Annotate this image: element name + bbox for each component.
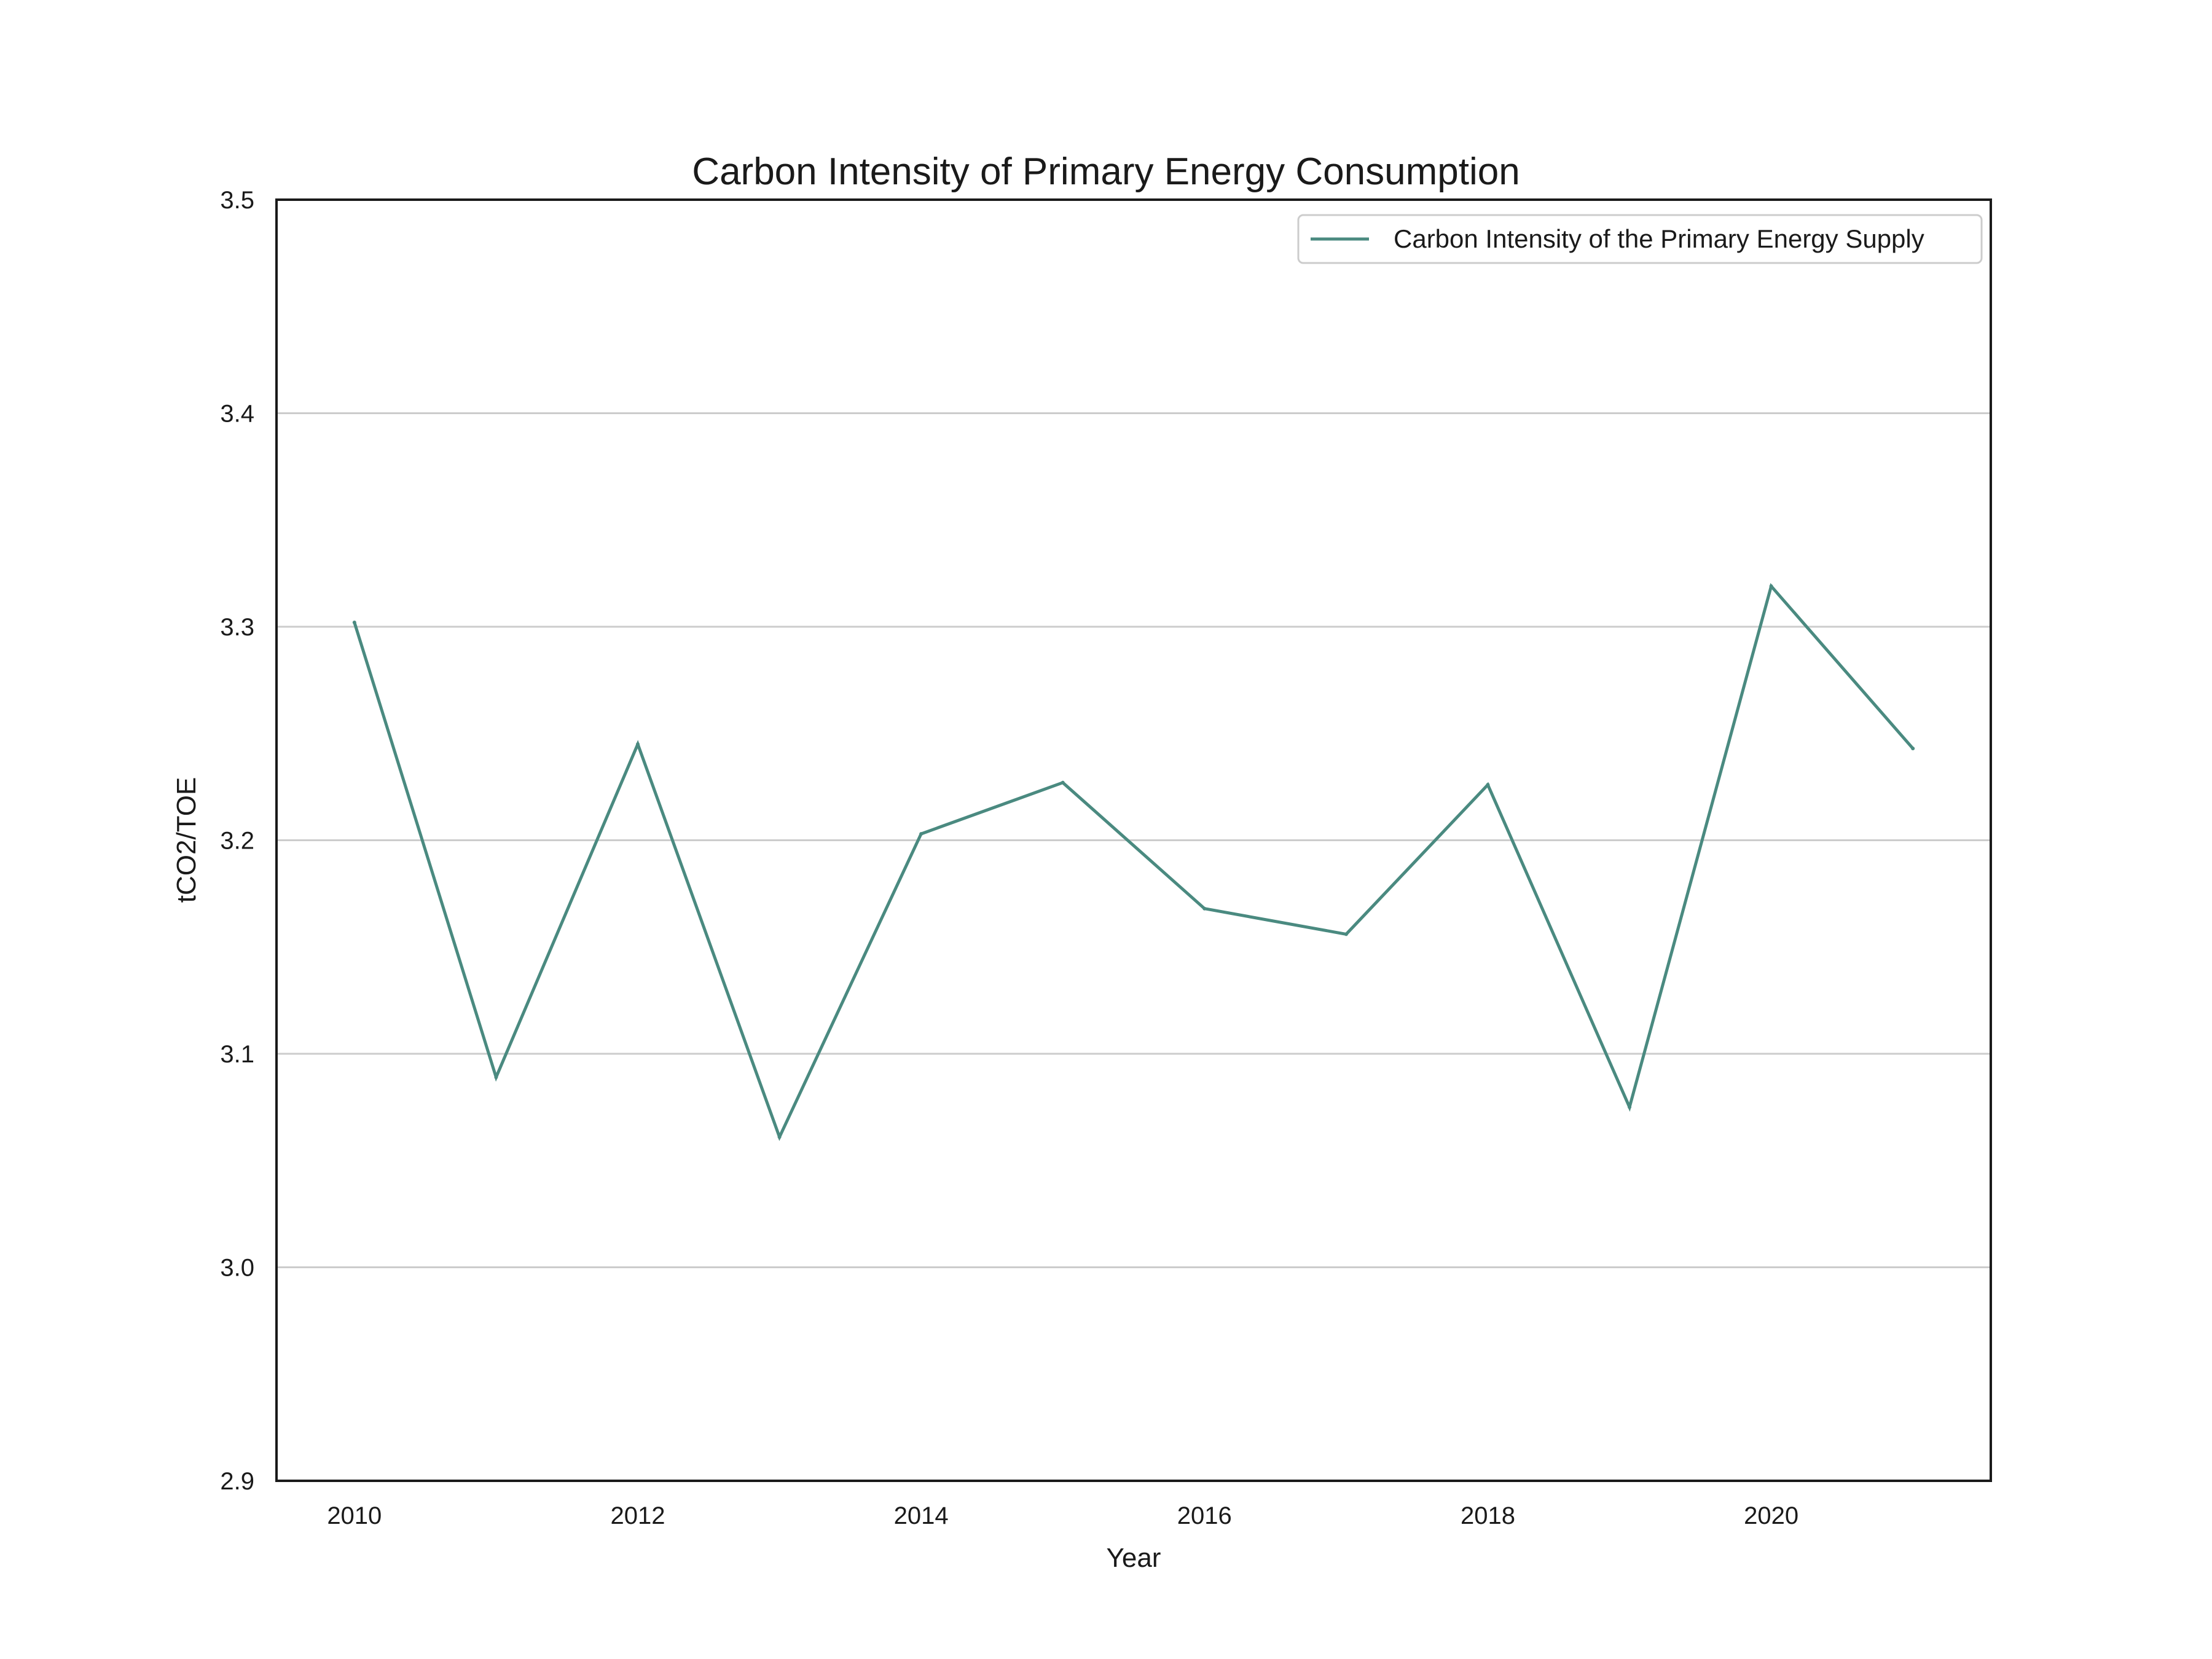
x-tick-label: 2018	[1461, 1502, 1515, 1529]
y-axis: 2.9 3.0 3.1 3.2 3.3 3.4 3.5	[220, 187, 254, 1495]
series-line	[353, 582, 1915, 1142]
data-point	[1344, 932, 1348, 936]
data-point	[919, 832, 924, 836]
y-tick-label: 3.3	[220, 614, 254, 641]
x-tick-label: 2016	[1177, 1502, 1232, 1529]
x-tick-label: 2020	[1744, 1502, 1798, 1529]
legend-box	[1297, 214, 1983, 264]
y-tick-label: 3.4	[220, 401, 254, 428]
x-axis-label: Year	[1107, 1543, 1161, 1573]
data-point	[635, 742, 640, 747]
x-tick-label: 2014	[894, 1502, 949, 1529]
legend-label: Carbon Intensity of the Primary Energy S…	[1394, 224, 1924, 253]
x-axis: 2010 2012 2014 2016 2018 2020	[327, 1502, 1798, 1529]
y-tick-label: 2.9	[220, 1468, 254, 1495]
data-point	[352, 621, 356, 625]
legend: Carbon Intensity of the Primary Energy S…	[1297, 214, 1983, 264]
x-tick-label: 2010	[327, 1502, 382, 1529]
y-tick-label: 3.0	[220, 1255, 254, 1282]
data-point	[777, 1135, 782, 1139]
x-tick-label: 2012	[610, 1502, 665, 1529]
y-axis-label: tCO2/TOE	[171, 777, 202, 903]
data-point	[1628, 1105, 1632, 1109]
chart-title: Carbon Intensity of Primary Energy Consu…	[692, 151, 1520, 193]
data-point	[1911, 747, 1915, 751]
y-tick-label: 3.1	[220, 1041, 254, 1068]
y-tick-label: 3.5	[220, 187, 254, 214]
plot-frame	[275, 198, 1992, 1482]
y-tick-label: 3.2	[220, 828, 254, 855]
data-point	[494, 1075, 498, 1080]
series-layer	[352, 582, 1915, 1142]
grid-lines	[276, 412, 1991, 1268]
data-point	[1486, 783, 1490, 787]
data-point	[1769, 584, 1773, 588]
data-point	[1202, 906, 1207, 911]
data-point	[1061, 780, 1065, 785]
